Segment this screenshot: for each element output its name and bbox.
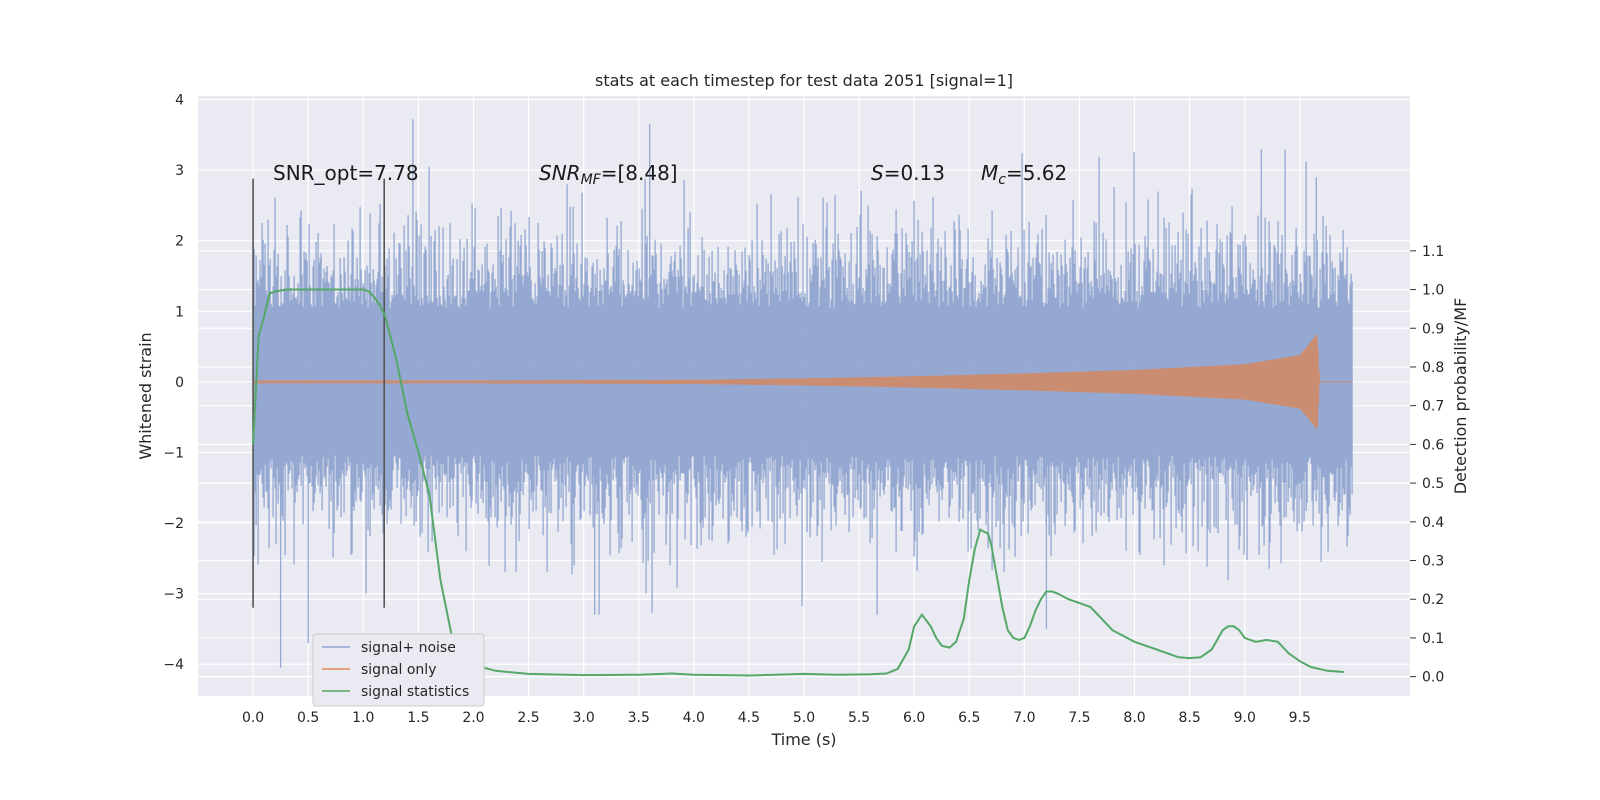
annotation-snr-opt: SNR_opt=7.78 — [273, 161, 419, 185]
y-right-axis-label: Detection probability/MF — [1451, 298, 1470, 495]
x-tick-label: 5.5 — [848, 710, 870, 726]
x-tick-label: 0.5 — [297, 710, 319, 726]
annotation-snr-mf-subscript: MF — [581, 172, 602, 188]
annotation-snr-mf: SNRMF=[8.48] — [539, 161, 678, 188]
y-right-tick-label: 0.7 — [1422, 399, 1444, 415]
annotation-layer: SNR_opt=7.78 SNRMF=[8.48] S=0.13 Mc=5.62 — [273, 161, 1067, 188]
x-tick-label: 7.0 — [1013, 710, 1035, 726]
annotation-s: S=0.13 — [871, 161, 945, 185]
x-tick-label: 4.0 — [683, 710, 705, 726]
x-tick-label: 8.0 — [1123, 710, 1145, 726]
y-tick-label: 4 — [175, 93, 184, 109]
x-tick-label: 6.5 — [958, 710, 980, 726]
x-tick-label: 8.5 — [1179, 710, 1201, 726]
y-tick-label: 3 — [175, 163, 184, 179]
series-layer — [252, 119, 1353, 677]
y-right-tick-label: 0.3 — [1422, 554, 1444, 570]
x-tick-label: 4.5 — [738, 710, 760, 726]
x-tick-label: 5.0 — [793, 710, 815, 726]
y-right-tick-label: 1.0 — [1422, 283, 1444, 299]
x-tick-label: 6.0 — [903, 710, 925, 726]
y-right-tick-label: 0.2 — [1422, 592, 1444, 608]
y-right-tick-label: 0.9 — [1422, 321, 1444, 337]
y-right-tick-label: 1.1 — [1422, 244, 1444, 260]
series-signal-statistics — [252, 288, 1344, 677]
x-tick-label: 7.5 — [1068, 710, 1090, 726]
annotation-mc-value: =5.62 — [1006, 161, 1067, 185]
y-right-tick-label: 0.6 — [1422, 437, 1444, 453]
y-right-tick-label: 0.0 — [1422, 670, 1444, 686]
tick-layer: 0.0 0.5 1.0 1.5 2.0 2.5 3.0 3.5 4.0 4.5 5.0 5.5 6.0 6… — [163, 93, 1444, 726]
y-tick-label: −3 — [163, 587, 184, 603]
annotation-mc-symbol: M — [981, 161, 998, 185]
legend-box — [312, 633, 485, 707]
annotation-snr-mf-value: =[8.48] — [601, 161, 678, 185]
annotation-mc: Mc=5.62 — [981, 161, 1067, 188]
x-tick-label: 0.0 — [242, 710, 264, 726]
x-tick-label: 1.5 — [407, 710, 429, 726]
legend-label-signal: signal only — [361, 662, 436, 678]
y-axis-label: Whitened strain — [136, 332, 155, 459]
y-tick-label: −2 — [163, 516, 184, 532]
chart-title: stats at each timestep for test data 205… — [595, 71, 1013, 90]
y-right-tick-label: 0.4 — [1422, 515, 1444, 531]
x-tick-label: 9.0 — [1234, 710, 1256, 726]
y-tick-label: 0 — [175, 375, 184, 391]
x-tick-label: 2.0 — [462, 710, 484, 726]
y-right-tick-label: 0.5 — [1422, 476, 1444, 492]
x-tick-label: 1.0 — [352, 710, 374, 726]
y-right-tick-label: 0.8 — [1422, 360, 1444, 376]
annotation-s-value: =0.13 — [884, 161, 945, 185]
y-tick-label: 1 — [175, 304, 184, 320]
legend-label-statistics: signal statistics — [361, 684, 469, 700]
y-tick-label: 2 — [175, 234, 184, 250]
y-tick-label: −1 — [163, 445, 184, 461]
y-tick-label: −4 — [163, 657, 184, 673]
x-tick-label: 3.5 — [628, 710, 650, 726]
annotation-mc-subscript: c — [998, 172, 1006, 188]
legend-label-noise: signal+ noise — [361, 640, 456, 656]
x-tick-label: 9.5 — [1289, 710, 1311, 726]
x-tick-label: 3.0 — [573, 710, 595, 726]
x-axis-label: Time (s) — [770, 730, 836, 749]
annotation-snr-mf-symbol: SNR — [539, 161, 581, 185]
series-signal-only — [252, 334, 1353, 429]
x-tick-label: 2.5 — [517, 710, 539, 726]
legend: signal+ noise signal only signal statist… — [312, 633, 485, 707]
y-right-tick-label: 0.1 — [1422, 631, 1444, 647]
annotation-s-symbol: S — [871, 161, 884, 185]
